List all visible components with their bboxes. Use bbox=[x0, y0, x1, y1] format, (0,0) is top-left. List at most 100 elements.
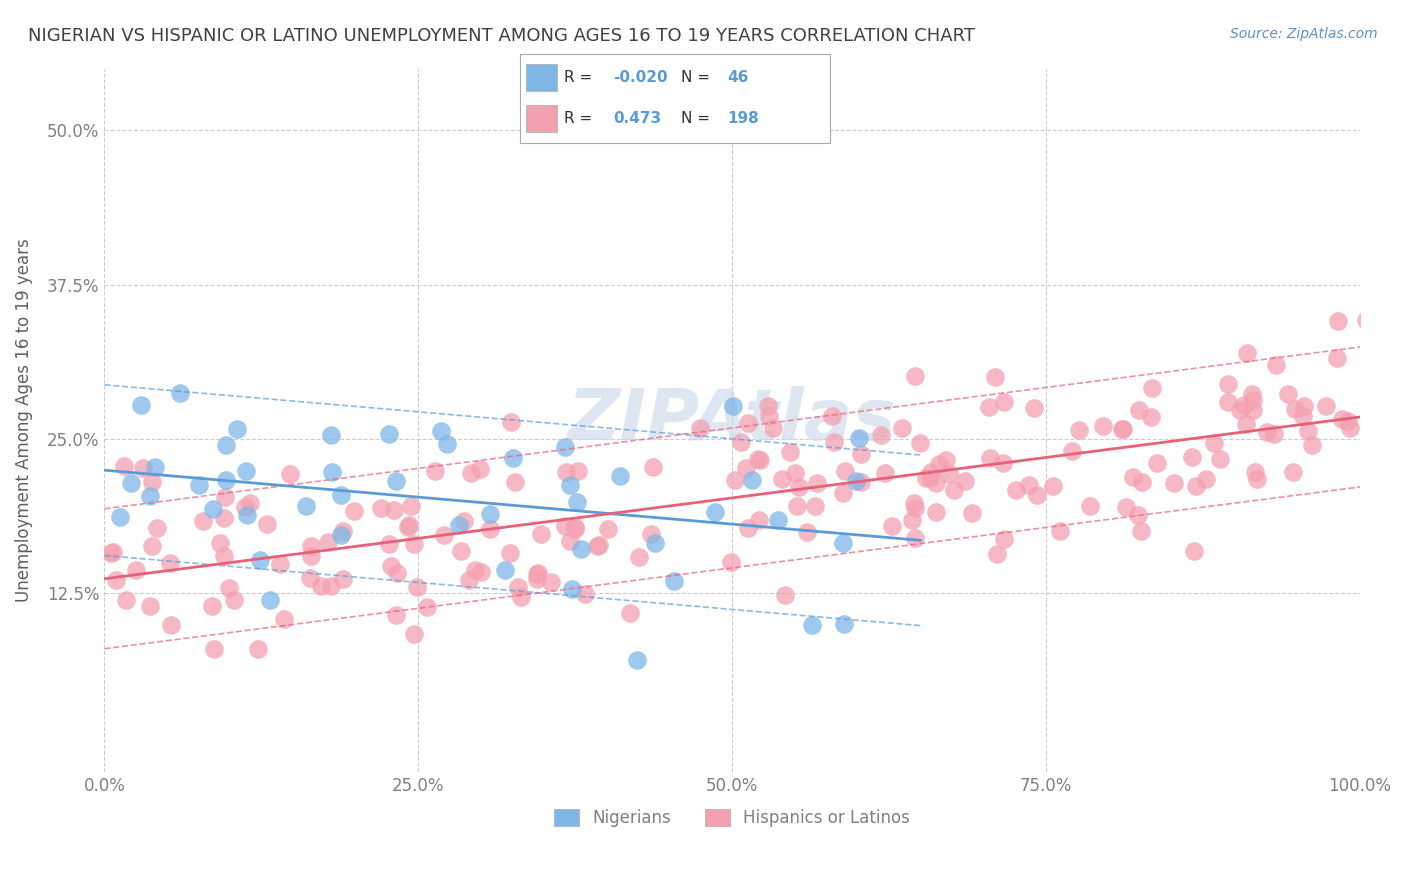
Hispanics or Latinos bbox=[343, 504, 366, 518]
Hispanics or Latinos bbox=[433, 528, 456, 542]
Hispanics or Latinos bbox=[920, 465, 942, 479]
Hispanics or Latinos bbox=[821, 409, 844, 423]
Hispanics or Latinos bbox=[1243, 465, 1265, 479]
Hispanics or Latinos bbox=[499, 546, 522, 560]
Hispanics or Latinos bbox=[1339, 421, 1361, 435]
Nigerians bbox=[319, 428, 342, 442]
Hispanics or Latinos bbox=[1246, 472, 1268, 486]
Nigerians bbox=[330, 527, 353, 541]
Hispanics or Latinos bbox=[1130, 475, 1153, 489]
Hispanics or Latinos bbox=[1292, 409, 1315, 424]
Hispanics or Latinos bbox=[1327, 314, 1350, 328]
Hispanics or Latinos bbox=[1111, 422, 1133, 436]
Nigerians bbox=[110, 509, 132, 524]
Hispanics or Latinos bbox=[1185, 478, 1208, 492]
Hispanics or Latinos bbox=[208, 536, 231, 550]
Hispanics or Latinos bbox=[214, 490, 236, 504]
Hispanics or Latinos bbox=[796, 525, 818, 540]
Hispanics or Latinos bbox=[214, 511, 236, 525]
Nigerians bbox=[215, 473, 238, 487]
Hispanics or Latinos bbox=[239, 496, 262, 510]
Hispanics or Latinos bbox=[873, 466, 896, 480]
Hispanics or Latinos bbox=[114, 592, 136, 607]
Hispanics or Latinos bbox=[370, 501, 392, 516]
Hispanics or Latinos bbox=[299, 571, 322, 585]
Hispanics or Latinos bbox=[588, 538, 610, 552]
Hispanics or Latinos bbox=[953, 474, 976, 488]
Hispanics or Latinos bbox=[904, 368, 927, 383]
Hispanics or Latinos bbox=[1115, 500, 1137, 514]
Hispanics or Latinos bbox=[1112, 422, 1135, 436]
Hispanics or Latinos bbox=[218, 582, 240, 596]
Hispanics or Latinos bbox=[377, 537, 399, 551]
Hispanics or Latinos bbox=[804, 499, 827, 513]
Hispanics or Latinos bbox=[450, 544, 472, 558]
Hispanics or Latinos bbox=[316, 535, 339, 549]
Nigerians bbox=[321, 465, 343, 479]
Hispanics or Latinos bbox=[191, 514, 214, 528]
Text: 198: 198 bbox=[727, 112, 759, 126]
Hispanics or Latinos bbox=[311, 579, 333, 593]
Nigerians bbox=[554, 440, 576, 454]
Nigerians bbox=[378, 426, 401, 441]
Hispanics or Latinos bbox=[1195, 473, 1218, 487]
Hispanics or Latinos bbox=[564, 520, 586, 534]
Hispanics or Latinos bbox=[904, 531, 927, 545]
Hispanics or Latinos bbox=[1042, 479, 1064, 493]
Hispanics or Latinos bbox=[159, 618, 181, 632]
Hispanics or Latinos bbox=[1122, 469, 1144, 483]
Hispanics or Latinos bbox=[1229, 402, 1251, 417]
Hispanics or Latinos bbox=[960, 506, 983, 520]
Hispanics or Latinos bbox=[132, 461, 155, 475]
Text: NIGERIAN VS HISPANIC OR LATINO UNEMPLOYMENT AMONG AGES 16 TO 19 YEARS CORRELATIO: NIGERIAN VS HISPANIC OR LATINO UNEMPLOYM… bbox=[28, 27, 976, 45]
Hispanics or Latinos bbox=[201, 599, 224, 614]
Text: R =: R = bbox=[564, 70, 596, 85]
Hispanics or Latinos bbox=[749, 453, 772, 467]
Hispanics or Latinos bbox=[558, 534, 581, 549]
Nigerians bbox=[436, 437, 458, 451]
Hispanics or Latinos bbox=[1301, 437, 1323, 451]
Nigerians bbox=[494, 563, 516, 577]
Nigerians bbox=[188, 477, 211, 491]
Hispanics or Latinos bbox=[470, 462, 492, 476]
Hispanics or Latinos bbox=[1277, 387, 1299, 401]
Hispanics or Latinos bbox=[1126, 508, 1149, 522]
Text: R =: R = bbox=[564, 112, 596, 126]
Nigerians bbox=[561, 582, 583, 596]
Hispanics or Latinos bbox=[1236, 345, 1258, 359]
Hispanics or Latinos bbox=[453, 514, 475, 528]
Hispanics or Latinos bbox=[574, 586, 596, 600]
Hispanics or Latinos bbox=[586, 539, 609, 553]
Hispanics or Latinos bbox=[627, 550, 650, 565]
Hispanics or Latinos bbox=[773, 588, 796, 602]
Hispanics or Latinos bbox=[380, 558, 402, 573]
Hispanics or Latinos bbox=[928, 457, 950, 471]
Nigerians bbox=[502, 451, 524, 466]
Hispanics or Latinos bbox=[1337, 414, 1360, 428]
Text: ZIPAtlas: ZIPAtlas bbox=[568, 385, 896, 455]
Hispanics or Latinos bbox=[596, 523, 619, 537]
Hispanics or Latinos bbox=[423, 464, 446, 478]
Nigerians bbox=[723, 399, 745, 413]
Hispanics or Latinos bbox=[938, 467, 960, 481]
Hispanics or Latinos bbox=[849, 475, 872, 489]
Hispanics or Latinos bbox=[1240, 387, 1263, 401]
Hispanics or Latinos bbox=[920, 471, 942, 485]
Hispanics or Latinos bbox=[460, 466, 482, 480]
Nigerians bbox=[569, 542, 592, 557]
Nigerians bbox=[143, 459, 166, 474]
Hispanics or Latinos bbox=[124, 563, 146, 577]
Hispanics or Latinos bbox=[1060, 444, 1083, 458]
Hispanics or Latinos bbox=[1091, 418, 1114, 433]
Hispanics or Latinos bbox=[415, 600, 437, 615]
Hispanics or Latinos bbox=[246, 641, 269, 656]
Hispanics or Latinos bbox=[1292, 399, 1315, 413]
Hispanics or Latinos bbox=[382, 503, 405, 517]
Hispanics or Latinos bbox=[901, 513, 924, 527]
Nigerians bbox=[565, 495, 588, 509]
Hispanics or Latinos bbox=[1139, 410, 1161, 425]
Nigerians bbox=[385, 474, 408, 488]
Nigerians bbox=[249, 552, 271, 566]
Nigerians bbox=[560, 478, 582, 492]
Hispanics or Latinos bbox=[1078, 499, 1101, 513]
